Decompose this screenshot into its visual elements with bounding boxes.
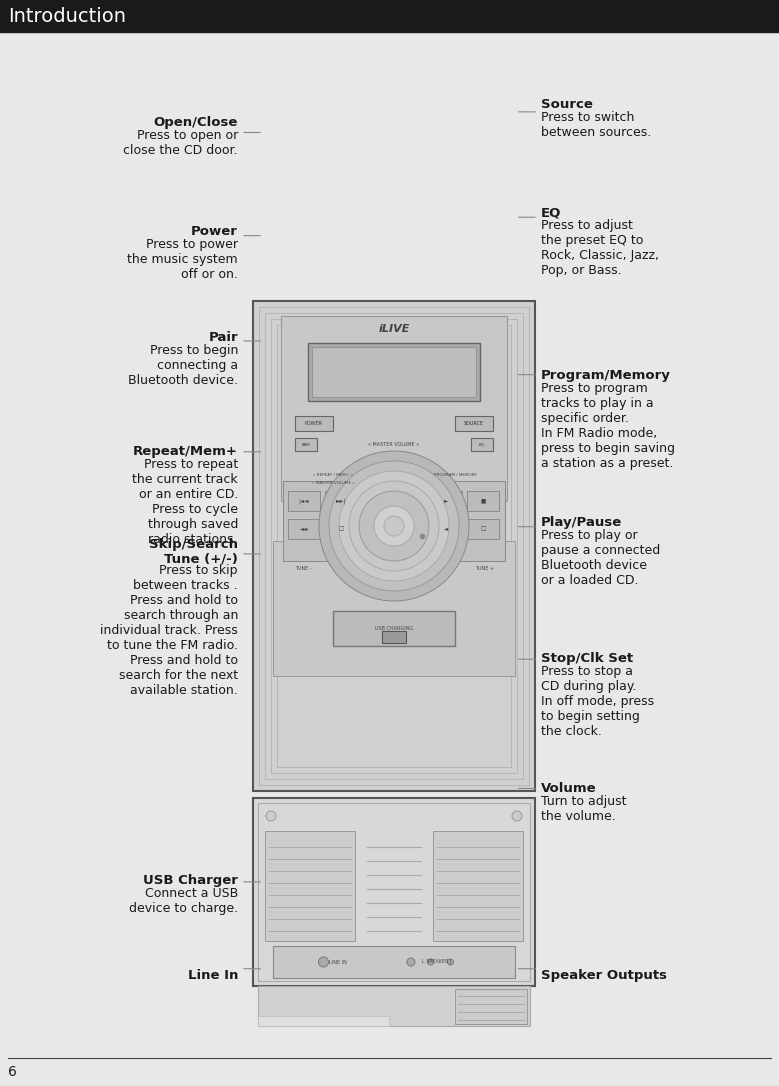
Text: |◄◄: |◄◄ [299, 498, 309, 504]
Text: « REPEAT / MEM+ »: « REPEAT / MEM+ » [313, 473, 353, 477]
Circle shape [512, 811, 522, 821]
Bar [288, 491, 320, 512]
Bar [295, 416, 333, 431]
Text: Press to power
the music system
off or on.: Press to power the music system off or o… [128, 238, 238, 281]
Text: TUNE +: TUNE + [475, 567, 495, 571]
Bar [382, 631, 406, 643]
Text: Press to repeat
the current track
or an entire CD.
Press to cycle
through saved
: Press to repeat the current track or an … [132, 458, 238, 546]
Text: 6: 6 [8, 1065, 17, 1079]
Text: □: □ [481, 527, 485, 531]
Text: Repeat/Mem+: Repeat/Mem+ [133, 445, 238, 458]
Text: Introduction: Introduction [8, 7, 126, 25]
Text: Press to stop a
CD during play.
In off mode, press
to begin setting
the clock.: Press to stop a CD during play. In off m… [541, 665, 654, 737]
Bar [455, 416, 493, 431]
Bar [258, 986, 530, 1026]
Bar [271, 319, 517, 773]
Circle shape [349, 481, 439, 571]
Text: Press to program
tracks to play in a
specific order.
In FM Radio mode,
press to : Press to program tracks to play in a spe… [541, 382, 675, 470]
Bar [265, 313, 523, 779]
Bar [258, 803, 530, 981]
Text: « MASTER VOLUME »: « MASTER VOLUME » [368, 442, 420, 446]
Bar [430, 491, 462, 512]
Bar [281, 316, 507, 501]
Circle shape [374, 506, 414, 546]
Text: Press to switch
between sources.: Press to switch between sources. [541, 111, 651, 139]
Bar [433, 831, 523, 940]
Text: Line In: Line In [188, 969, 238, 982]
Circle shape [407, 958, 415, 967]
Bar [253, 798, 535, 986]
Circle shape [339, 471, 449, 581]
Bar [0, 0, 779, 31]
Bar [259, 307, 529, 785]
Text: L SPEAKER J: L SPEAKER J [421, 960, 451, 964]
Bar [425, 481, 505, 561]
Text: PAIR: PAIR [301, 442, 311, 446]
Text: POWER: POWER [305, 421, 323, 426]
Bar [467, 519, 499, 539]
Bar [333, 611, 455, 646]
Bar [430, 519, 462, 539]
Text: TUNE -: TUNE - [294, 567, 312, 571]
Bar [273, 946, 515, 978]
Bar [273, 541, 515, 675]
Text: USB Charger: USB Charger [143, 874, 238, 887]
Bar [277, 325, 511, 767]
Text: □: □ [338, 527, 344, 531]
Circle shape [428, 959, 434, 965]
Text: ►: ► [444, 498, 448, 504]
Text: Stop/Clk Set: Stop/Clk Set [541, 652, 633, 665]
Text: Program/Memory: Program/Memory [541, 369, 671, 382]
Text: Press to open or
close the CD door.: Press to open or close the CD door. [124, 129, 238, 157]
Circle shape [384, 516, 404, 536]
Text: Press to adjust
the preset EQ to
Rock, Classic, Jazz,
Pop, or Bass.: Press to adjust the preset EQ to Rock, C… [541, 219, 659, 277]
Text: EQ: EQ [541, 206, 562, 219]
Text: Source: Source [541, 98, 593, 111]
Text: LINE IN: LINE IN [329, 960, 347, 964]
Text: Press to play or
pause a connected
Bluetooth device
or a loaded CD.: Press to play or pause a connected Bluet… [541, 529, 661, 586]
Circle shape [329, 460, 459, 591]
Circle shape [447, 959, 453, 965]
Text: Turn to adjust
the volume.: Turn to adjust the volume. [541, 795, 626, 823]
Bar [283, 481, 363, 561]
Text: Skip/Search
Tune (+/-): Skip/Search Tune (+/-) [149, 538, 238, 566]
Bar [308, 343, 480, 401]
Text: Open/Close: Open/Close [153, 116, 238, 129]
Text: Press to begin
connecting a
Bluetooth device.: Press to begin connecting a Bluetooth de… [128, 344, 238, 388]
Circle shape [319, 957, 329, 967]
Text: Press to skip
between tracks .
Press and hold to
search through an
individual tr: Press to skip between tracks . Press and… [100, 564, 238, 697]
Bar [455, 989, 527, 1024]
Text: ►►|: ►►| [336, 498, 346, 504]
Bar [312, 348, 476, 397]
Text: Play/Pause: Play/Pause [541, 516, 622, 529]
Bar [471, 438, 493, 451]
Bar [288, 519, 320, 539]
Text: Power: Power [191, 225, 238, 238]
Bar [258, 1016, 389, 1026]
Bar [295, 438, 317, 451]
Text: ◄◄: ◄◄ [300, 527, 308, 531]
Text: USB CHARGING: USB CHARGING [375, 627, 413, 631]
Text: Pair: Pair [208, 331, 238, 344]
Text: EQ: EQ [479, 442, 485, 446]
Circle shape [266, 811, 276, 821]
Text: iLIVE: iLIVE [379, 324, 410, 334]
Text: Connect a USB
device to charge.: Connect a USB device to charge. [129, 887, 238, 915]
Text: SOURCE: SOURCE [464, 421, 484, 426]
Bar [325, 519, 357, 539]
Bar [467, 491, 499, 512]
Text: Speaker Outputs: Speaker Outputs [541, 969, 667, 982]
Text: PROGRAM / MEMORY: PROGRAM / MEMORY [434, 473, 477, 477]
Bar [253, 301, 535, 791]
Bar [325, 491, 357, 512]
Circle shape [319, 451, 469, 601]
Text: ◄: ◄ [444, 527, 448, 531]
Circle shape [359, 491, 429, 561]
Text: Volume: Volume [541, 782, 597, 795]
Text: « MASTER VOLUME »: « MASTER VOLUME » [312, 481, 354, 485]
Text: ■: ■ [481, 498, 485, 504]
Bar [265, 831, 355, 940]
